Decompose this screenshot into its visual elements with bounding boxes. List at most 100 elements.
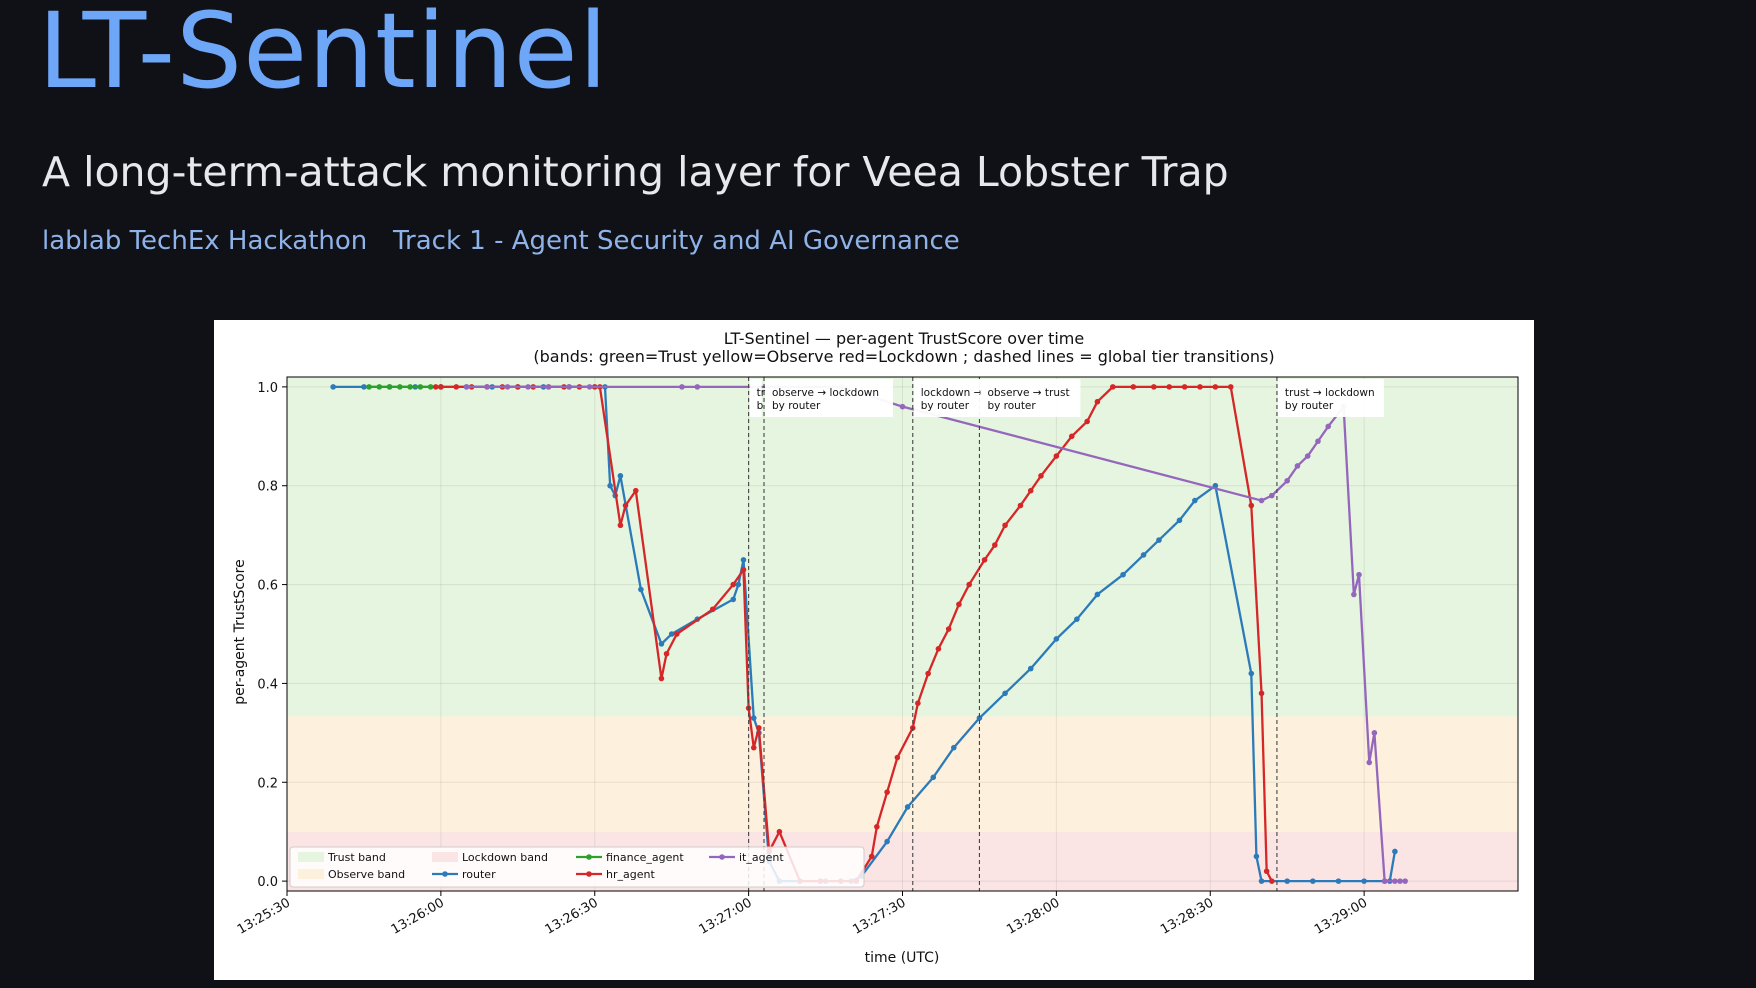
data-point-hr-agent (617, 522, 624, 529)
transition-label: trust → lockdown (1285, 387, 1375, 399)
data-point-router (361, 384, 367, 390)
data-point-hr-agent (674, 631, 680, 637)
data-point-it-agent (1381, 878, 1388, 884)
data-point-hr-agent (1002, 522, 1008, 529)
data-point-it-agent (1402, 878, 1408, 884)
data-point-it-agent (1397, 878, 1403, 884)
data-point-hr-agent (884, 789, 890, 795)
data-point-hr-agent (1053, 453, 1060, 459)
data-point-hr-agent (1084, 418, 1090, 425)
data-point-router (1284, 878, 1290, 884)
data-point-it-agent (484, 384, 490, 390)
transition-label: tr (757, 387, 766, 399)
data-point-hr-agent (1212, 384, 1219, 390)
legend-swatch-router-marker (442, 871, 448, 877)
data-point-hr-agent (1068, 433, 1075, 440)
data-point-it-agent (899, 403, 906, 410)
data-point-hr-agent (874, 823, 880, 830)
data-point-it-agent (504, 384, 511, 390)
legend-swatch-finance-agent-marker (586, 854, 592, 860)
data-point-finance-agent (427, 384, 434, 390)
y-tick-label: 0.8 (257, 480, 278, 495)
y-tick-label: 1.0 (257, 381, 278, 396)
data-point-router (617, 473, 624, 479)
data-point-hr-agent (1248, 502, 1255, 509)
data-point-finance-agent (407, 384, 413, 390)
data-point-router (330, 384, 336, 390)
data-point-hr-agent (663, 650, 670, 657)
transition-label: b (757, 400, 764, 412)
legend-label-trust-band: Trust band (327, 851, 386, 864)
transition-label: by router (772, 400, 821, 412)
legend-label-router: router (462, 868, 496, 881)
chart-title: LT-Sentinel — per-agent TrustScore over … (724, 329, 1084, 348)
data-point-hr-agent (740, 566, 747, 573)
data-point-hr-agent (453, 384, 460, 390)
x-tick-label: 13:26:30 (543, 895, 601, 937)
x-tick-label: 13:26:00 (389, 895, 447, 937)
data-point-hr-agent (1109, 384, 1116, 390)
chart-subtitle: (bands: green=Trust yellow=Observe red=L… (533, 347, 1274, 366)
data-point-router (1120, 571, 1126, 578)
data-point-router (1027, 665, 1034, 672)
transition-label-box (1277, 379, 1384, 417)
page-title: LT-Sentinel (38, 0, 609, 112)
data-point-hr-agent (1151, 384, 1157, 390)
data-point-router (750, 715, 757, 721)
transition-label-box (980, 379, 1081, 417)
x-tick-label: 13:29:00 (1312, 895, 1370, 937)
data-point-it-agent (1258, 497, 1265, 504)
transition-label: observe → trust (987, 387, 1069, 399)
data-point-it-agent (1351, 591, 1357, 598)
data-point-hr-agent (1227, 384, 1234, 390)
transition-label-box (913, 379, 982, 417)
legend-label-observe-band: Observe band (328, 868, 405, 881)
x-tick-label: 13:28:30 (1158, 895, 1216, 937)
data-point-router (1192, 497, 1198, 504)
y-tick-label: 0.2 (257, 776, 278, 791)
data-point-it-agent (1356, 571, 1362, 578)
data-point-router (1002, 690, 1008, 697)
data-point-hr-agent (1181, 384, 1188, 390)
data-point-router (950, 744, 957, 751)
data-point-hr-agent (438, 384, 444, 390)
trust-band-rect (287, 377, 1518, 717)
data-point-it-agent (525, 384, 531, 390)
data-point-router (976, 715, 983, 721)
data-point-router (1053, 636, 1060, 642)
y-tick-label: 0.0 (257, 875, 278, 890)
data-point-router (1248, 670, 1255, 677)
y-tick-label: 0.4 (257, 677, 278, 692)
hackathon-link[interactable]: lablab TechEx Hackathon (42, 226, 368, 256)
data-point-router (1176, 517, 1183, 524)
track-link[interactable]: Track 1 - Agent Security and AI Governan… (393, 226, 960, 256)
data-point-finance-agent (376, 384, 383, 390)
legend-label-lockdown-band: Lockdown band (462, 851, 548, 864)
data-point-hr-agent (868, 853, 875, 860)
data-point-hr-agent (1197, 384, 1203, 390)
data-point-router (1310, 878, 1316, 884)
data-point-it-agent (1325, 423, 1332, 430)
legend-swatch-hr-agent-marker (586, 871, 592, 877)
data-point-hr-agent (709, 606, 716, 613)
plot-frame (286, 376, 1519, 892)
data-point-hr-agent (1263, 868, 1270, 875)
data-point-router (930, 774, 937, 781)
data-point-hr-agent (432, 384, 439, 390)
data-point-hr-agent (622, 502, 629, 509)
data-point-hr-agent (966, 581, 972, 588)
data-point-it-agent (1366, 759, 1373, 766)
legend-label-it-agent: it_agent (739, 851, 784, 864)
data-point-it-agent (1284, 477, 1290, 484)
data-point-router (904, 804, 911, 810)
data-point-finance-agent (397, 384, 403, 390)
legend-label-finance-agent: finance_agent (606, 851, 684, 864)
page-subtitle: A long-term-attack monitoring layer for … (42, 148, 1229, 196)
data-point-router (1258, 878, 1265, 884)
y-tick-label: 0.6 (257, 579, 278, 594)
y-axis-label: per-agent TrustScore (232, 559, 248, 704)
data-point-hr-agent (750, 744, 757, 751)
data-point-it-agent (694, 384, 701, 390)
trustscore-chart-figure: 13:25:30 13:26:00 13:26:30 13:27:00 13:27:30… (214, 320, 1534, 980)
data-point-hr-agent (945, 626, 952, 632)
